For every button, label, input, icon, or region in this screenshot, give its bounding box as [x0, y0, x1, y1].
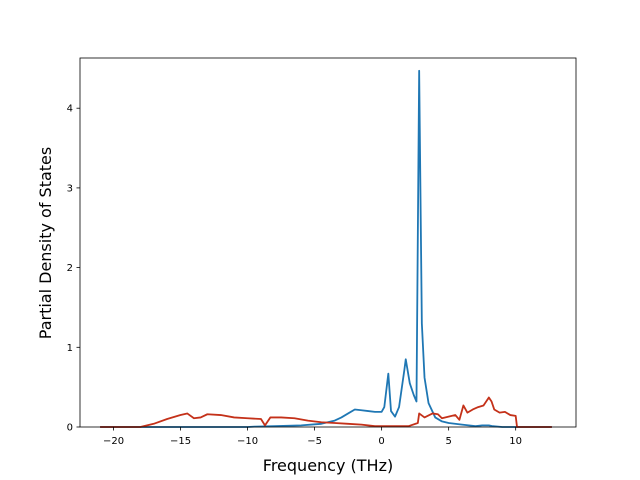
x-tick-label: 10 — [509, 436, 522, 447]
y-tick-label: 2 — [67, 263, 73, 274]
series-line-2 — [100, 396, 552, 428]
series-layer — [100, 69, 552, 428]
y-tick-label: 0 — [67, 423, 73, 434]
ticks-layer: −20 −15 −10 −5 0 5 10 0 1 2 3 4 — [67, 104, 522, 447]
y-tick-label: 3 — [67, 183, 73, 194]
x-tick-label: −10 — [237, 436, 258, 447]
x-tick-label: −15 — [170, 436, 191, 447]
x-tick-label: −5 — [307, 436, 322, 447]
plot-frame — [79, 57, 577, 428]
y-axis-label: Partial Density of States — [36, 147, 55, 339]
y-tick-label: 1 — [67, 343, 73, 354]
x-tick-label: −20 — [103, 436, 124, 447]
x-tick-label: 0 — [378, 436, 384, 447]
series-line-1 — [100, 69, 552, 428]
x-tick-label: 5 — [445, 436, 451, 447]
x-axis-label: Frequency (THz) — [263, 456, 393, 475]
y-tick-label: 4 — [67, 104, 73, 115]
